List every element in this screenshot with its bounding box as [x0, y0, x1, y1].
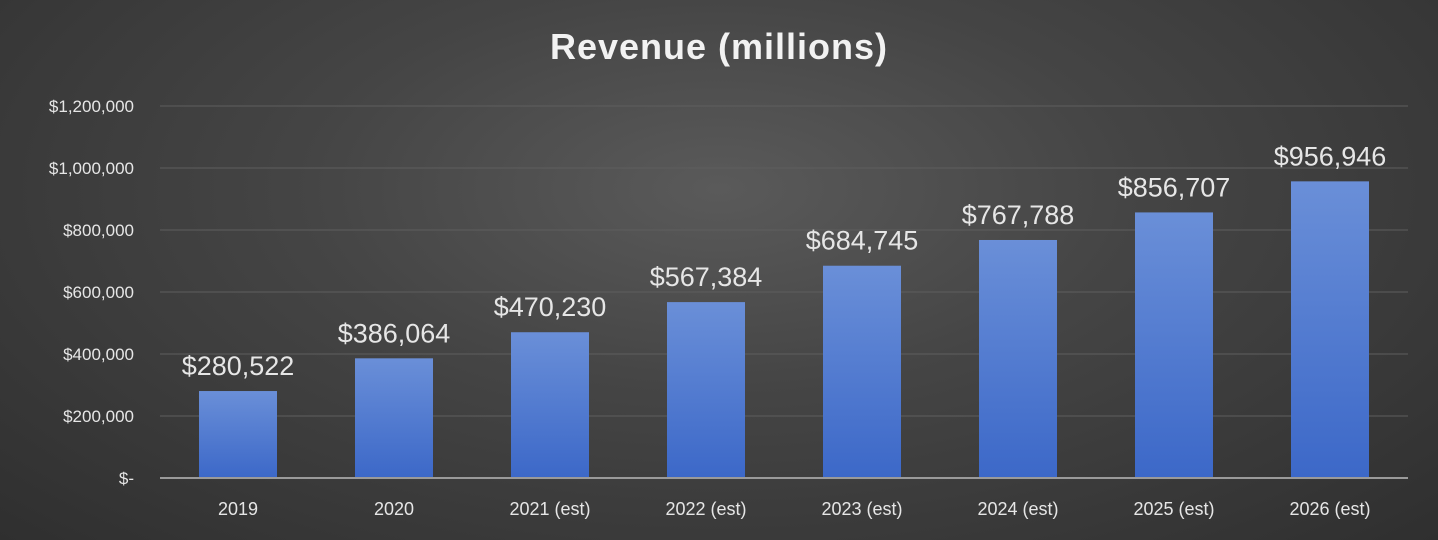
bar	[1135, 212, 1213, 478]
bar	[355, 358, 433, 478]
y-tick-label: $200,000	[63, 407, 134, 426]
data-label: $386,064	[338, 318, 451, 348]
y-tick-label: $-	[119, 469, 134, 488]
y-tick-label: $800,000	[63, 221, 134, 240]
x-tick-label: 2019	[218, 499, 258, 519]
x-tick-label: 2023 (est)	[821, 499, 902, 519]
bar	[1291, 181, 1369, 478]
data-label: $856,707	[1118, 172, 1231, 202]
data-label: $767,788	[962, 200, 1075, 230]
bar	[823, 265, 901, 478]
data-labels: $280,522 $386,064 $470,230 $567,384 $684,745…	[182, 141, 1387, 381]
bar	[979, 239, 1057, 478]
x-tick-label: 2022 (est)	[665, 499, 746, 519]
data-label: $684,745	[806, 226, 919, 256]
y-tick-label: $1,200,000	[49, 97, 134, 116]
chart-title: Revenue (millions)	[549, 26, 889, 67]
bar	[199, 391, 277, 478]
y-tick-label: $1,000,000	[49, 159, 134, 178]
bars	[199, 181, 1369, 478]
x-tick-label: 2020	[374, 499, 414, 519]
y-axis-tick-labels: $- $200,000 $400,000 $600,000 $800,000 $1,000…	[49, 97, 134, 488]
y-tick-label: $400,000	[63, 345, 134, 364]
x-axis-tick-labels: 2019 2020 2021 (est) 2022 (est) 2023 (est) 20…	[218, 499, 1371, 519]
bar	[667, 302, 745, 478]
bar	[511, 332, 589, 478]
data-label: $956,946	[1274, 141, 1387, 171]
x-tick-label: 2021 (est)	[509, 499, 590, 519]
data-label: $567,384	[650, 262, 763, 292]
x-tick-label: 2025 (est)	[1133, 499, 1214, 519]
gridlines	[160, 105, 1408, 417]
y-tick-label: $600,000	[63, 283, 134, 302]
x-tick-label: 2026 (est)	[1289, 499, 1370, 519]
data-label: $280,522	[182, 351, 295, 381]
data-label: $470,230	[494, 292, 607, 322]
x-tick-label: 2024 (est)	[977, 499, 1058, 519]
